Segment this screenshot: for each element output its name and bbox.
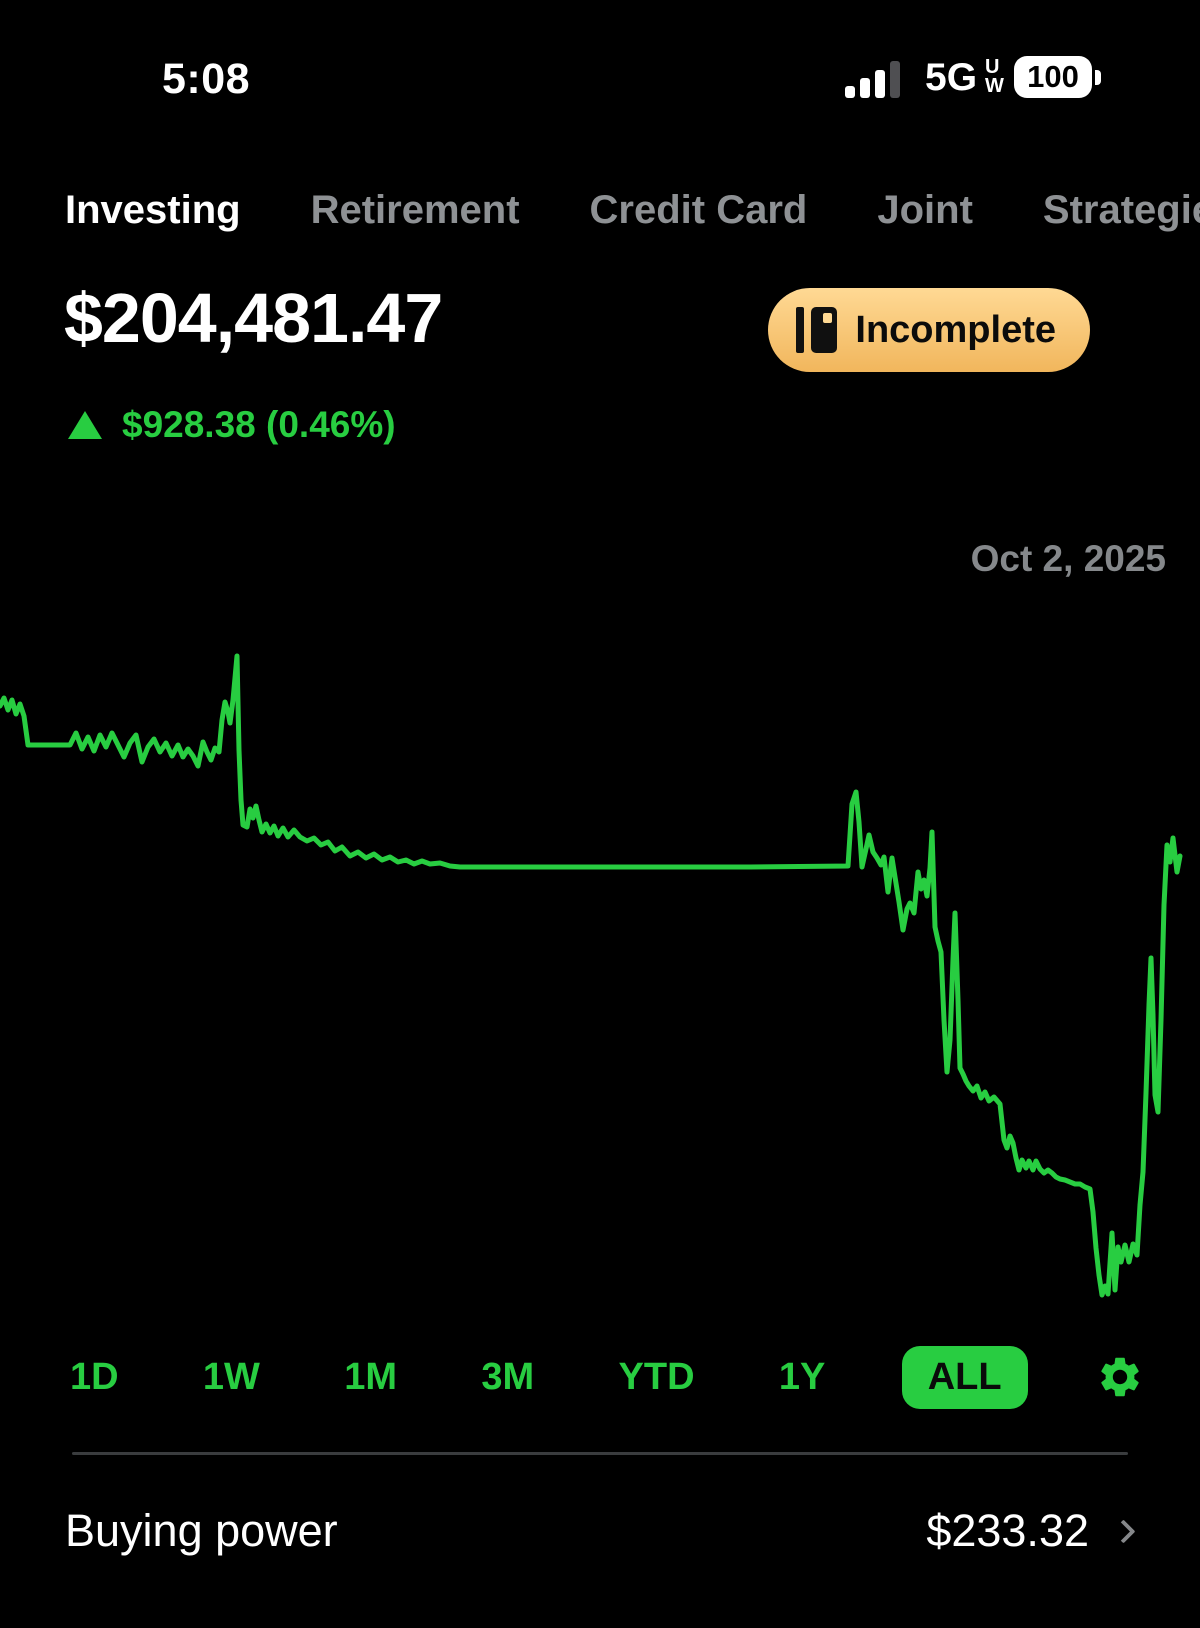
tab-strategies[interactable]: Strategies bbox=[1042, 188, 1200, 232]
buying-power-value: $233.32 bbox=[926, 1505, 1089, 1556]
range-1d[interactable]: 1D bbox=[70, 1355, 119, 1398]
incomplete-badge-button[interactable]: Incomplete bbox=[768, 288, 1090, 372]
range-1w[interactable]: 1W bbox=[202, 1355, 260, 1398]
chevron-right-icon bbox=[1111, 1518, 1136, 1544]
network-type-label: 5G bbox=[925, 56, 978, 99]
buying-power-row[interactable]: Buying power $233.32 bbox=[65, 1505, 1138, 1557]
buying-power-label: Buying power bbox=[65, 1505, 338, 1556]
network-subtype-char: W bbox=[985, 75, 1004, 97]
signal-bar bbox=[890, 61, 900, 98]
portfolio-balance: $204,481.47 bbox=[64, 279, 443, 357]
icon-card bbox=[811, 307, 838, 353]
signal-bar bbox=[860, 78, 870, 98]
signal-bar bbox=[875, 70, 885, 98]
tab-investing[interactable]: Investing bbox=[65, 188, 241, 232]
network-subtype-label: U W bbox=[985, 56, 1004, 97]
range-all[interactable]: ALL bbox=[901, 1345, 1028, 1409]
signal-bar bbox=[845, 86, 855, 98]
portfolio-chart-line bbox=[0, 653, 1183, 1298]
daily-change: $928.38 (0.46%) bbox=[68, 404, 396, 446]
gain-triangle-icon bbox=[68, 411, 102, 439]
account-tabs: Investing Retirement Credit Card Joint S… bbox=[65, 188, 1200, 233]
range-selector: 1D 1W 1M 3M YTD 1Y ALL bbox=[0, 1344, 1200, 1410]
network-subtype-char: U bbox=[985, 56, 1000, 78]
tab-joint[interactable]: Joint bbox=[877, 188, 973, 232]
range-3m[interactable]: 3M bbox=[481, 1355, 535, 1398]
signal-strength-icon bbox=[845, 60, 909, 98]
tab-credit-card[interactable]: Credit Card bbox=[589, 188, 808, 232]
chart-settings-gear-icon[interactable] bbox=[1096, 1353, 1144, 1401]
battery-nub bbox=[1095, 70, 1101, 85]
battery-icon: 100 bbox=[1014, 56, 1092, 98]
badge-label: Incomplete bbox=[855, 308, 1056, 351]
portfolio-chart[interactable] bbox=[0, 620, 1200, 1320]
range-1m[interactable]: 1M bbox=[344, 1355, 398, 1398]
chart-hover-date: Oct 2, 2025 bbox=[970, 538, 1166, 579]
section-divider bbox=[72, 1452, 1128, 1455]
change-amount: $928.38 (0.46%) bbox=[122, 404, 396, 445]
status-time: 5:08 bbox=[162, 55, 251, 103]
tab-retirement[interactable]: Retirement bbox=[310, 188, 520, 232]
range-ytd[interactable]: YTD bbox=[618, 1355, 695, 1398]
range-1y[interactable]: 1Y bbox=[778, 1355, 826, 1398]
profile-progress-icon bbox=[796, 307, 838, 353]
icon-bar bbox=[796, 307, 805, 353]
